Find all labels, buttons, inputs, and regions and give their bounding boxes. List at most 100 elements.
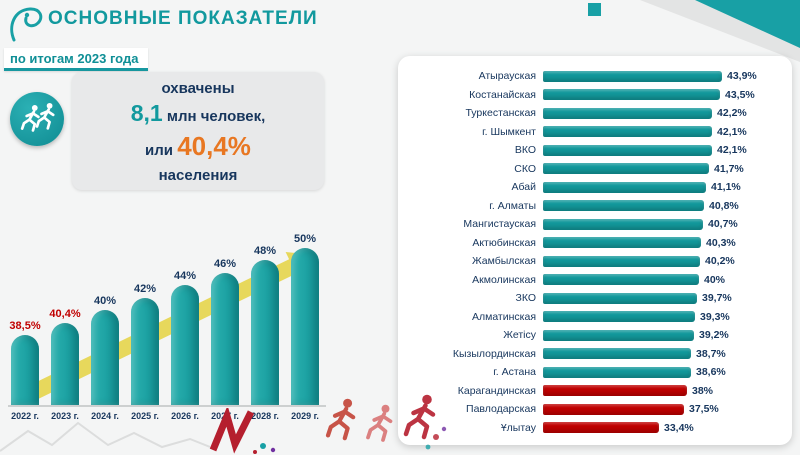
region-label: ВКО bbox=[514, 144, 536, 157]
region-value-label: 38% bbox=[692, 384, 714, 397]
year-bar bbox=[211, 272, 239, 405]
region-row: Павлодарская 37,5% bbox=[408, 400, 782, 419]
year-bar-group: 48% bbox=[250, 245, 280, 405]
kazakh-ornament-icon bbox=[10, 7, 43, 42]
summary-population-label: населения bbox=[158, 167, 238, 184]
region-bar bbox=[543, 348, 691, 360]
region-label: г. Астана bbox=[493, 366, 536, 379]
region-label: Актюбинская bbox=[472, 236, 536, 249]
region-value-label: 42,1% bbox=[717, 144, 747, 157]
region-label: Жетісу bbox=[503, 329, 536, 342]
year-bar-value-label: 40,4% bbox=[49, 307, 81, 320]
summary-covered-label: охвачены bbox=[161, 80, 235, 97]
region-label: ЗКО bbox=[515, 292, 536, 305]
region-rows: Атырауская 43,9% Костанайская 43,5% Туркеста… bbox=[408, 67, 782, 437]
page-title: ОСНОВНЫЕ ПОКАЗАТЕЛИ bbox=[48, 8, 318, 29]
region-value-label: 40,8% bbox=[709, 199, 739, 212]
year-bar bbox=[171, 285, 199, 405]
year-bar-value-label: 42% bbox=[133, 282, 157, 295]
region-bar bbox=[543, 70, 722, 82]
region-bar-chart-panel: Атырауская 43,9% Костанайская 43,5% Туркеста… bbox=[398, 56, 792, 445]
year-bar-group: 50% bbox=[290, 232, 320, 405]
region-bar bbox=[543, 126, 712, 138]
region-row: ЗКО 39,7% bbox=[408, 289, 782, 308]
region-bar bbox=[543, 385, 687, 397]
region-label: Туркестанская bbox=[465, 107, 536, 120]
region-value-label: 43,5% bbox=[725, 88, 755, 101]
region-row: г. Шымкент 42,1% bbox=[408, 123, 782, 142]
region-row: Кызылординская 38,7% bbox=[408, 345, 782, 364]
year-bar-value-label: 50% bbox=[293, 232, 317, 245]
year-bar-group: 40% bbox=[90, 295, 120, 405]
year-bar bbox=[291, 247, 319, 405]
region-row: Ұлытау 33,4% bbox=[408, 419, 782, 438]
region-label: Алматинская bbox=[471, 310, 536, 323]
region-row: Абай 41,1% bbox=[408, 178, 782, 197]
region-value-label: 39,7% bbox=[702, 292, 732, 305]
region-value-label: 33,4% bbox=[664, 421, 694, 434]
summary-percent-line: или 40,4% bbox=[72, 131, 324, 166]
year-bar-value-label: 44% bbox=[173, 270, 197, 282]
runners-icon bbox=[10, 92, 64, 146]
yearly-cats: 2022 г. 2023 г. 2024 г. 2025 г. 2026 г. 2027 … bbox=[8, 411, 326, 421]
region-bar bbox=[543, 292, 697, 304]
region-value-label: 40,7% bbox=[708, 218, 738, 231]
summary-covered-value: 8,1 млн человек, bbox=[72, 99, 324, 131]
corner-ribbon-teal bbox=[695, 0, 800, 48]
region-row: Карагандинская 38% bbox=[408, 382, 782, 401]
year-bar-group: 40,4% bbox=[49, 307, 81, 405]
region-bar bbox=[543, 311, 695, 323]
region-label: Кызылординская bbox=[452, 347, 536, 360]
year-axis-label: 2028 г. bbox=[251, 411, 279, 421]
summary-million-value: 8,1 bbox=[130, 100, 163, 126]
year-bar-group: 38,5% bbox=[9, 320, 41, 405]
region-row: Туркестанская 42,2% bbox=[408, 104, 782, 123]
year-bar-value-label: 48% bbox=[253, 245, 277, 257]
yearly-bar-chart: 38,5% 40,4% 40% 42% 44% 46% 48% 50% 2022 г. 2023… bbox=[8, 225, 326, 430]
region-value-label: 42,1% bbox=[717, 125, 747, 138]
region-label: Костанайская bbox=[469, 88, 536, 101]
region-value-label: 38,6% bbox=[696, 366, 726, 379]
year-bar-group: 44% bbox=[170, 270, 200, 405]
region-value-label: 37,5% bbox=[689, 403, 719, 416]
year-bar-group: 46% bbox=[210, 257, 240, 405]
region-bar bbox=[543, 366, 691, 378]
year-bar bbox=[251, 260, 279, 405]
region-row: СКО 41,7% bbox=[408, 160, 782, 179]
region-value-label: 41,7% bbox=[714, 162, 744, 175]
region-row: Жетісу 39,2% bbox=[408, 326, 782, 345]
region-value-label: 43,9% bbox=[727, 70, 757, 83]
region-bar bbox=[543, 218, 703, 230]
region-value-label: 40,2% bbox=[705, 255, 735, 268]
region-value-label: 40,3% bbox=[706, 236, 736, 249]
region-bar bbox=[543, 107, 712, 119]
year-bar-group: 42% bbox=[130, 282, 160, 405]
region-label: Карагандинская bbox=[457, 384, 536, 397]
region-label: г. Алматы bbox=[489, 199, 536, 212]
region-row: Костанайская 43,5% bbox=[408, 86, 782, 105]
yearly-bars: 38,5% 40,4% 40% 42% 44% 46% 48% 50% bbox=[8, 225, 326, 407]
region-bar bbox=[543, 274, 699, 286]
region-row: ВКО 42,1% bbox=[408, 141, 782, 160]
year-bar bbox=[51, 322, 79, 405]
region-row: Алматинская 39,3% bbox=[408, 308, 782, 327]
region-bar bbox=[543, 200, 704, 212]
region-bar bbox=[543, 329, 694, 341]
year-bar-value-label: 46% bbox=[213, 257, 237, 270]
year-axis-label: 2027 г. bbox=[211, 411, 239, 421]
region-label: Акмолинская bbox=[472, 273, 536, 286]
region-bar bbox=[543, 237, 701, 249]
region-label: СКО bbox=[514, 162, 536, 175]
year-bar-value-label: 40% bbox=[93, 295, 117, 307]
year-axis-label: 2029 г. bbox=[291, 411, 319, 421]
year-bar bbox=[11, 335, 39, 405]
region-bar bbox=[543, 181, 706, 193]
region-value-label: 40% bbox=[704, 273, 726, 286]
year-bar-value-label: 38,5% bbox=[9, 320, 41, 332]
region-row: Мангистауская 40,7% bbox=[408, 215, 782, 234]
region-label: Жамбылская bbox=[471, 255, 536, 268]
region-label: Атырауская bbox=[478, 70, 536, 83]
region-value-label: 39,3% bbox=[700, 310, 730, 323]
summary-or-label: или bbox=[145, 142, 174, 159]
region-label: Абай bbox=[511, 181, 536, 194]
